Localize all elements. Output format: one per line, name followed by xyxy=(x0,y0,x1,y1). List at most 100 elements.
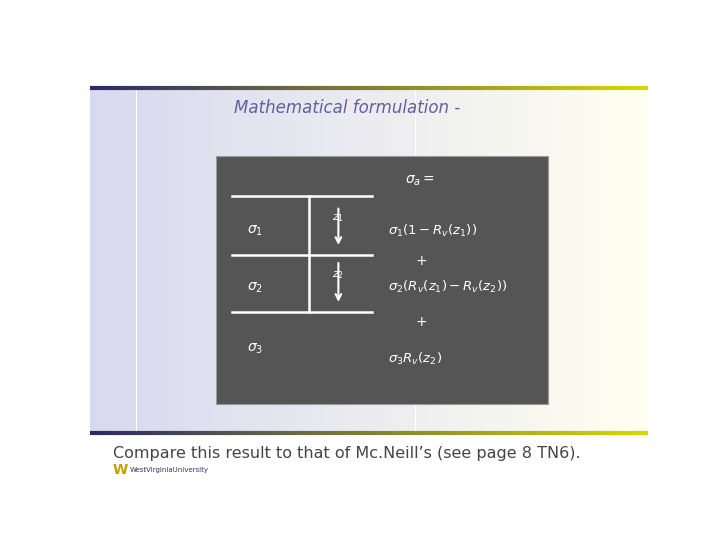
Bar xyxy=(481,87,482,433)
Bar xyxy=(609,87,611,433)
Bar xyxy=(568,87,570,433)
Bar xyxy=(419,87,421,433)
Bar xyxy=(492,87,494,433)
Bar xyxy=(377,87,378,433)
Bar xyxy=(266,87,269,433)
Bar xyxy=(615,87,616,433)
Bar xyxy=(347,87,348,433)
Bar xyxy=(179,87,181,433)
Bar xyxy=(90,87,92,433)
Bar xyxy=(217,87,218,433)
Bar xyxy=(328,87,330,433)
Bar xyxy=(239,87,240,433)
Bar xyxy=(278,87,280,433)
Bar xyxy=(406,87,408,433)
Bar xyxy=(326,87,328,433)
Bar xyxy=(163,87,164,433)
Bar xyxy=(138,87,140,433)
Bar xyxy=(380,87,382,433)
Bar xyxy=(520,87,521,433)
Bar xyxy=(594,87,596,433)
Bar xyxy=(607,87,609,433)
Bar xyxy=(185,87,186,433)
Bar xyxy=(479,87,481,433)
Bar xyxy=(601,87,603,433)
Bar xyxy=(382,87,384,433)
Bar xyxy=(282,87,284,433)
Bar xyxy=(135,87,137,433)
Bar xyxy=(494,87,495,433)
Bar xyxy=(384,87,386,433)
Bar xyxy=(482,87,485,433)
Text: $+$: $+$ xyxy=(415,254,428,268)
Bar xyxy=(539,87,540,433)
Bar xyxy=(624,87,626,433)
Bar xyxy=(354,87,356,433)
Bar xyxy=(460,87,462,433)
Bar xyxy=(467,87,469,433)
Bar xyxy=(341,87,343,433)
Bar xyxy=(488,87,490,433)
Bar xyxy=(124,87,125,433)
Bar xyxy=(211,87,213,433)
Bar xyxy=(110,87,112,433)
Bar xyxy=(639,87,641,433)
Bar xyxy=(92,87,94,433)
Bar xyxy=(512,87,514,433)
Bar xyxy=(220,87,222,433)
Bar xyxy=(546,87,548,433)
Bar xyxy=(431,87,432,433)
Bar xyxy=(298,87,300,433)
Bar xyxy=(510,87,512,433)
Bar xyxy=(386,87,387,433)
Bar xyxy=(400,87,402,433)
Bar xyxy=(579,87,581,433)
Bar xyxy=(159,87,161,433)
Bar xyxy=(164,87,166,433)
Bar xyxy=(174,87,176,433)
Bar xyxy=(459,87,460,433)
Bar xyxy=(237,87,239,433)
Bar xyxy=(570,87,572,433)
Bar xyxy=(485,87,486,433)
Bar xyxy=(224,87,226,433)
Bar xyxy=(285,87,287,433)
Bar xyxy=(228,87,230,433)
Bar xyxy=(566,87,568,433)
Bar xyxy=(338,87,339,433)
Bar xyxy=(194,87,196,433)
Bar xyxy=(397,87,399,433)
Bar xyxy=(166,87,168,433)
Bar xyxy=(529,87,531,433)
Bar xyxy=(637,87,639,433)
Bar xyxy=(514,87,516,433)
Bar xyxy=(611,87,613,433)
Bar xyxy=(284,87,285,433)
Bar xyxy=(527,87,529,433)
Bar xyxy=(402,87,405,433)
Bar xyxy=(202,87,204,433)
Bar xyxy=(495,87,498,433)
Bar xyxy=(425,87,427,433)
Bar xyxy=(189,87,190,433)
Bar xyxy=(557,87,559,433)
Bar xyxy=(421,87,423,433)
Bar xyxy=(274,87,276,433)
Bar xyxy=(449,87,451,433)
Bar xyxy=(477,87,479,433)
Bar xyxy=(518,87,520,433)
Bar xyxy=(501,87,503,433)
Bar xyxy=(418,87,419,433)
Bar xyxy=(626,87,628,433)
Bar xyxy=(302,87,304,433)
Bar xyxy=(390,87,392,433)
Text: $\sigma_1\left(1-R_v(z_1)\right)$: $\sigma_1\left(1-R_v(z_1)\right)$ xyxy=(388,222,477,239)
Bar xyxy=(222,87,224,433)
Bar xyxy=(317,87,319,433)
Bar xyxy=(333,87,336,433)
Bar xyxy=(603,87,606,433)
Bar xyxy=(155,87,157,433)
Bar xyxy=(204,87,205,433)
Bar xyxy=(454,87,456,433)
Bar xyxy=(423,87,425,433)
